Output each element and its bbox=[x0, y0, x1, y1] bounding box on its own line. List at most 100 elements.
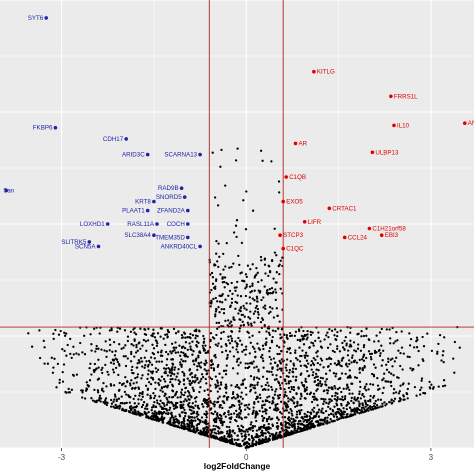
data-point bbox=[189, 383, 192, 387]
data-point bbox=[148, 361, 152, 364]
data-point bbox=[262, 403, 266, 407]
data-point bbox=[209, 305, 212, 308]
data-point bbox=[254, 414, 258, 417]
data-point bbox=[191, 416, 194, 419]
data-point bbox=[180, 426, 183, 430]
data-point bbox=[374, 407, 378, 410]
data-point bbox=[351, 354, 354, 357]
data-point bbox=[335, 338, 338, 342]
data-point bbox=[392, 342, 395, 345]
data-point bbox=[311, 408, 314, 411]
data-point bbox=[348, 415, 351, 418]
data-point bbox=[236, 351, 239, 354]
data-point bbox=[303, 428, 306, 432]
data-point bbox=[158, 360, 161, 363]
data-point-down bbox=[152, 233, 156, 237]
data-point bbox=[121, 402, 124, 405]
data-point bbox=[109, 361, 113, 364]
data-point bbox=[352, 341, 356, 344]
data-point bbox=[254, 391, 257, 394]
data-point bbox=[146, 388, 149, 391]
data-point bbox=[376, 384, 380, 387]
gene-label: ZFAND2A bbox=[157, 208, 186, 215]
data-point bbox=[254, 442, 257, 446]
data-point bbox=[271, 423, 274, 426]
data-point bbox=[248, 442, 251, 446]
data-point bbox=[325, 334, 328, 337]
data-point bbox=[193, 397, 197, 400]
data-point bbox=[170, 352, 173, 355]
data-point bbox=[189, 332, 192, 336]
data-point bbox=[165, 333, 169, 336]
data-point bbox=[246, 264, 250, 267]
data-point-down bbox=[198, 152, 202, 157]
data-point bbox=[204, 431, 207, 434]
data-point bbox=[251, 209, 255, 212]
data-point bbox=[125, 393, 128, 396]
data-point bbox=[200, 373, 204, 376]
data-point bbox=[170, 423, 173, 426]
data-point bbox=[372, 375, 376, 378]
data-point bbox=[168, 395, 171, 399]
data-point bbox=[367, 406, 370, 410]
data-point bbox=[262, 306, 265, 309]
data-point bbox=[238, 327, 241, 330]
data-point bbox=[406, 355, 409, 358]
data-point bbox=[128, 382, 132, 385]
data-point bbox=[110, 402, 114, 405]
data-point bbox=[134, 376, 137, 380]
data-point bbox=[415, 336, 419, 339]
data-point bbox=[346, 403, 349, 406]
data-point bbox=[277, 264, 280, 268]
data-point bbox=[220, 331, 223, 334]
data-point bbox=[228, 441, 232, 444]
data-point bbox=[255, 395, 259, 398]
data-point bbox=[135, 381, 138, 384]
data-point bbox=[50, 356, 53, 359]
data-point bbox=[306, 336, 309, 339]
data-point bbox=[120, 347, 123, 350]
x-tick-label: 3 bbox=[429, 453, 434, 462]
data-point bbox=[335, 363, 338, 367]
data-point bbox=[328, 400, 331, 404]
data-point bbox=[180, 401, 183, 404]
data-point bbox=[261, 318, 265, 322]
data-point bbox=[168, 371, 172, 374]
data-point-down bbox=[145, 208, 150, 213]
data-point bbox=[237, 312, 240, 315]
background-points bbox=[27, 147, 461, 449]
data-point bbox=[255, 266, 258, 270]
data-point bbox=[205, 422, 208, 425]
data-point bbox=[220, 148, 223, 152]
data-point bbox=[204, 359, 207, 362]
data-point bbox=[164, 407, 167, 411]
data-point bbox=[355, 376, 359, 380]
data-point bbox=[375, 404, 379, 407]
data-point bbox=[307, 362, 310, 365]
data-point bbox=[382, 377, 385, 380]
gene-label: ANKRD40CL bbox=[161, 243, 198, 250]
data-point bbox=[302, 420, 305, 423]
data-point-down bbox=[96, 244, 101, 249]
data-point bbox=[187, 425, 191, 428]
data-point bbox=[230, 405, 233, 409]
data-point bbox=[316, 378, 320, 382]
data-point bbox=[219, 417, 222, 420]
data-point bbox=[395, 356, 398, 359]
data-point bbox=[334, 394, 337, 397]
data-point bbox=[197, 354, 200, 357]
data-point bbox=[160, 327, 163, 330]
data-point bbox=[320, 359, 324, 362]
data-point bbox=[331, 410, 335, 413]
data-point bbox=[122, 346, 125, 349]
data-point bbox=[352, 413, 355, 416]
data-point bbox=[249, 390, 252, 393]
data-point bbox=[376, 376, 379, 380]
data-point bbox=[309, 333, 313, 337]
data-point bbox=[419, 393, 422, 396]
data-point bbox=[156, 332, 160, 335]
data-point bbox=[190, 422, 193, 425]
data-point bbox=[268, 406, 272, 409]
data-point bbox=[268, 434, 272, 438]
data-point bbox=[234, 159, 238, 162]
